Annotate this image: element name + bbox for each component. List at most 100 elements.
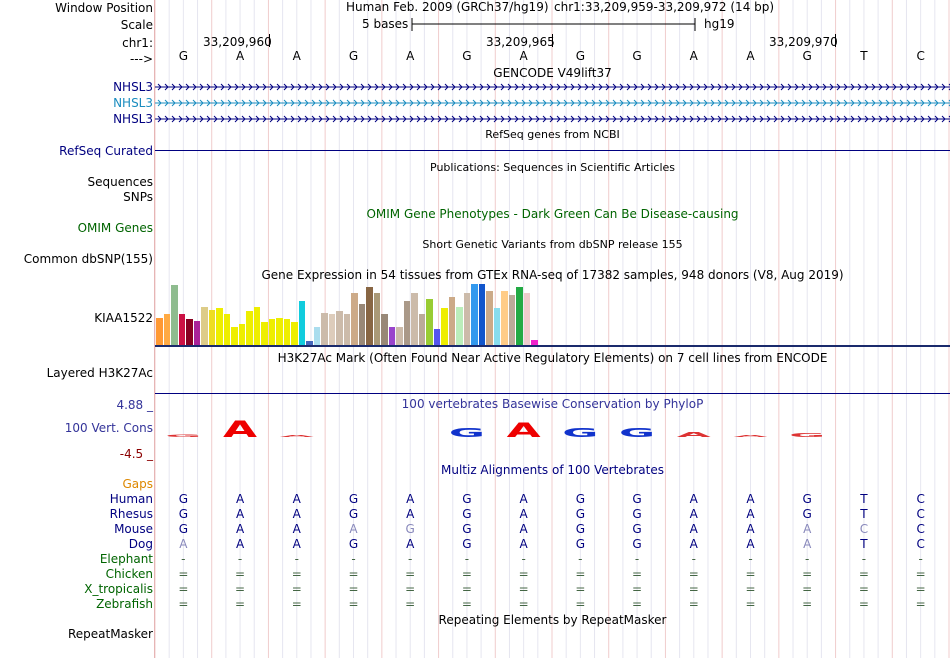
gtex-bar[interactable] bbox=[306, 341, 313, 345]
strand-arrow bbox=[262, 83, 267, 91]
refseq-label[interactable]: RefSeq Curated bbox=[59, 144, 153, 158]
gtex-bar[interactable] bbox=[351, 293, 358, 345]
gtex-bar[interactable] bbox=[508, 295, 515, 345]
gtex-bar[interactable] bbox=[253, 307, 260, 345]
gtex-bar[interactable] bbox=[283, 319, 290, 345]
strand-arrow bbox=[507, 115, 512, 123]
strand-arrow bbox=[430, 99, 435, 107]
gtex-bar[interactable] bbox=[478, 284, 485, 345]
gtex-bar[interactable] bbox=[193, 321, 200, 345]
gtex-bar[interactable] bbox=[178, 314, 185, 345]
strand-arrow bbox=[283, 115, 288, 123]
omim-label[interactable]: OMIM Genes bbox=[77, 221, 153, 235]
gtex-bar[interactable] bbox=[298, 301, 305, 345]
strand-arrow bbox=[752, 83, 757, 91]
alignment-base: C bbox=[916, 522, 925, 536]
gtex-gene-label[interactable]: KIAA1522 bbox=[94, 311, 153, 325]
strand-arrow bbox=[451, 83, 456, 91]
gtex-bar[interactable] bbox=[208, 310, 215, 345]
gtex-bar[interactable] bbox=[343, 314, 350, 345]
strand-arrow bbox=[542, 83, 547, 91]
species-label[interactable]: Zebrafish bbox=[96, 597, 153, 611]
gtex-bar[interactable] bbox=[381, 314, 388, 345]
species-label[interactable]: Dog bbox=[128, 537, 153, 551]
gencode-label-3[interactable]: NHSL3 bbox=[113, 112, 153, 126]
gencode-track-title[interactable]: GENCODE V49lift37 bbox=[493, 66, 612, 80]
gencode-label-1[interactable]: NHSL3 bbox=[113, 80, 153, 94]
gtex-bar[interactable] bbox=[313, 327, 320, 345]
species-label[interactable]: Elephant bbox=[99, 552, 153, 566]
gtex-bar[interactable] bbox=[373, 293, 380, 345]
gtex-bar[interactable] bbox=[163, 314, 170, 345]
gtex-bar[interactable] bbox=[463, 293, 470, 345]
conservation-track-title[interactable]: 100 vertebrates Basewise Conservation by… bbox=[401, 397, 704, 411]
h3k27ac-track-title[interactable]: H3K27Ac Mark (Often Found Near Active Re… bbox=[277, 351, 828, 365]
gtex-bar[interactable] bbox=[186, 319, 193, 345]
refseq-track-title[interactable]: RefSeq genes from NCBI bbox=[485, 128, 620, 141]
gtex-bar[interactable] bbox=[358, 304, 365, 345]
h3k27ac-label[interactable]: Layered H3K27Ac bbox=[46, 366, 153, 380]
gtex-track-title[interactable]: Gene Expression in 54 tissues from GTEx … bbox=[261, 268, 844, 282]
publications-track-title[interactable]: Publications: Sequences in Scientific Ar… bbox=[430, 161, 675, 174]
dbsnp-label[interactable]: Common dbSNP(155) bbox=[23, 252, 153, 266]
gtex-bar[interactable] bbox=[418, 314, 425, 345]
species-label[interactable]: X_tropicalis bbox=[84, 582, 153, 596]
gtex-bar[interactable] bbox=[291, 322, 298, 345]
position-readout[interactable]: chr1:33,209,959-33,209,972 (14 bp) bbox=[554, 0, 775, 14]
gtex-bar[interactable] bbox=[328, 314, 335, 345]
gtex-bar[interactable] bbox=[246, 311, 253, 345]
gtex-bar[interactable] bbox=[441, 308, 448, 345]
strand-arrow bbox=[346, 115, 351, 123]
gtex-bar[interactable] bbox=[396, 327, 403, 345]
species-label[interactable]: Human bbox=[109, 492, 153, 506]
omim-track-title[interactable]: OMIM Gene Phenotypes - Dark Green Can Be… bbox=[366, 207, 739, 221]
repeatmasker-label[interactable]: RepeatMasker bbox=[67, 627, 153, 641]
species-label[interactable]: Chicken bbox=[105, 567, 153, 581]
gtex-bar[interactable] bbox=[531, 340, 538, 345]
strand-arrow bbox=[829, 99, 834, 107]
gtex-bar[interactable] bbox=[201, 307, 208, 345]
gtex-bar[interactable] bbox=[516, 287, 523, 345]
gtex-baseline bbox=[155, 345, 950, 347]
refseq-gene-line[interactable] bbox=[155, 150, 950, 151]
gtex-bar[interactable] bbox=[456, 307, 463, 345]
gtex-bar[interactable] bbox=[171, 285, 178, 345]
gtex-bar[interactable] bbox=[321, 313, 328, 345]
gtex-bar[interactable] bbox=[433, 329, 440, 345]
strand-arrow bbox=[346, 83, 351, 91]
sequence-base: A bbox=[689, 49, 698, 63]
gtex-bar[interactable] bbox=[268, 319, 275, 345]
gtex-bar[interactable] bbox=[448, 297, 455, 345]
species-label[interactable]: Rhesus bbox=[109, 507, 153, 521]
gtex-bar[interactable] bbox=[156, 318, 163, 345]
sequences-label[interactable]: Sequences bbox=[87, 175, 153, 189]
snps-label[interactable]: SNPs bbox=[123, 190, 153, 204]
gtex-bar[interactable] bbox=[486, 291, 493, 345]
gtex-bar[interactable] bbox=[411, 293, 418, 345]
gtex-bar[interactable] bbox=[523, 293, 530, 345]
gtex-bar[interactable] bbox=[223, 314, 230, 345]
gtex-bar[interactable] bbox=[403, 301, 410, 345]
strand-arrow bbox=[164, 83, 169, 91]
species-label[interactable]: Mouse bbox=[114, 522, 153, 536]
gtex-bar[interactable] bbox=[261, 322, 268, 345]
gtex-bar[interactable] bbox=[336, 311, 343, 345]
repeatmasker-track-title[interactable]: Repeating Elements by RepeatMasker bbox=[438, 613, 667, 627]
dbsnp-track-title[interactable]: Short Genetic Variants from dbSNP releas… bbox=[422, 238, 683, 251]
multiz-track-title[interactable]: Multiz Alignments of 100 Vertebrates bbox=[440, 463, 665, 477]
gtex-bar[interactable] bbox=[471, 284, 478, 345]
gtex-bar[interactable] bbox=[493, 308, 500, 345]
gtex-bar[interactable] bbox=[216, 308, 223, 345]
gtex-bar[interactable] bbox=[388, 327, 395, 345]
gencode-transcripts[interactable] bbox=[155, 80, 950, 128]
gencode-label-2[interactable]: NHSL3 bbox=[113, 96, 153, 110]
gtex-bar[interactable] bbox=[426, 299, 433, 345]
gtex-bar[interactable] bbox=[366, 287, 373, 345]
conservation-label[interactable]: 100 Vert. Cons bbox=[64, 421, 153, 435]
gtex-bar[interactable] bbox=[231, 327, 238, 345]
strand-arrow bbox=[906, 83, 911, 91]
gtex-bar[interactable] bbox=[501, 291, 508, 345]
gtex-bar[interactable] bbox=[238, 324, 245, 345]
gtex-bar[interactable] bbox=[276, 318, 283, 345]
